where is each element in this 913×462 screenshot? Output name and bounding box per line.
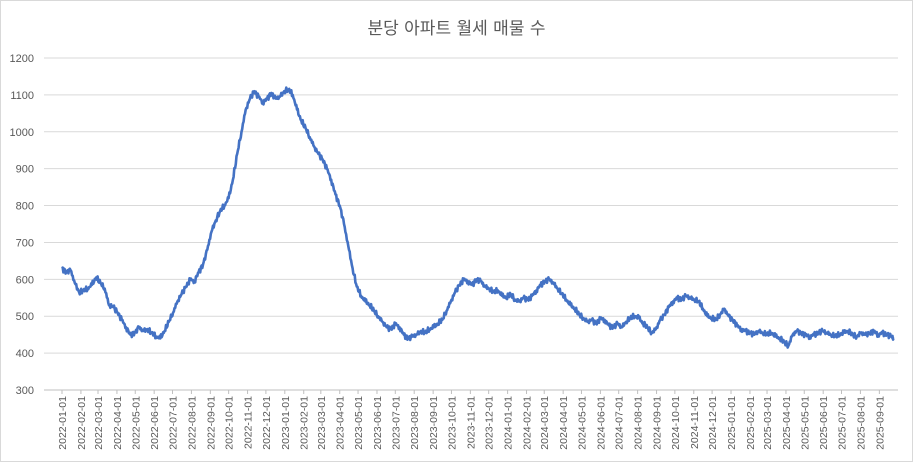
x-tick-label: 2024-06-01 <box>595 396 607 450</box>
x-tick-label: 2022-04-01 <box>112 396 124 450</box>
x-tick-label: 2024-03-01 <box>539 396 551 450</box>
x-tick-label: 2022-02-01 <box>76 396 88 450</box>
x-tick-label: 2022-08-01 <box>186 396 198 450</box>
x-tick-label: 2024-10-01 <box>670 396 682 450</box>
x-tick-label: 2022-07-01 <box>167 396 179 450</box>
y-tick-label: 1100 <box>10 90 34 102</box>
x-tick-label: 2025-02-01 <box>745 396 757 450</box>
y-tick-label: 700 <box>16 237 34 249</box>
x-tick-label: 2025-06-01 <box>818 396 830 450</box>
x-tick-label: 2025-04-01 <box>781 396 793 450</box>
x-tick-label: 2022-10-01 <box>224 396 236 450</box>
x-tick-label: 2025-03-01 <box>762 396 774 450</box>
x-tick-label: 2022-05-01 <box>130 396 142 450</box>
x-tick-label: 2025-07-01 <box>837 396 849 450</box>
x-tick-label: 2023-04-01 <box>335 396 347 450</box>
x-tick-label: 2022-12-01 <box>261 396 273 450</box>
x-tick-label: 2022-06-01 <box>149 396 161 450</box>
x-tick-label: 2024-02-01 <box>522 396 534 450</box>
x-tick-label: 2024-04-01 <box>558 396 570 450</box>
gridlines <box>44 57 898 391</box>
x-tick-label: 2023-03-01 <box>316 396 328 450</box>
x-tick-label: 2023-01-01 <box>280 396 292 450</box>
x-tick-label: 2022-09-01 <box>205 396 217 450</box>
x-tick-label: 2025-05-01 <box>799 396 811 450</box>
x-tick-label: 2025-01-01 <box>726 396 738 450</box>
series-layer <box>61 86 895 349</box>
x-tick-label: 2023-02-01 <box>299 396 311 450</box>
x-tick-label: 2025-08-01 <box>855 396 867 450</box>
y-tick-label: 400 <box>16 348 34 360</box>
y-tick-label: 600 <box>16 274 34 286</box>
y-tick-label: 1200 <box>10 53 34 65</box>
x-tick-label: 2023-08-01 <box>409 396 421 450</box>
x-tick-label: 2024-08-01 <box>633 396 645 450</box>
x-tick-label: 2023-07-01 <box>390 396 402 450</box>
x-tick-label: 2022-11-01 <box>243 396 255 449</box>
chart-title: 분당 아파트 월세 매물 수 <box>367 19 546 39</box>
x-tick-label: 2024-09-01 <box>652 396 664 450</box>
y-tick-label: 300 <box>16 385 34 397</box>
x-tick-label: 2024-05-01 <box>576 396 588 450</box>
y-tick-label: 800 <box>16 201 34 213</box>
y-tick-label: 1000 <box>10 127 34 139</box>
x-tick-label: 2024-11-01 <box>689 396 701 449</box>
y-tick-label: 900 <box>16 164 34 176</box>
x-tick-label: 2023-11-01 <box>465 396 477 449</box>
x-tick-label: 2022-01-01 <box>57 396 69 450</box>
series-line-0 <box>61 86 895 349</box>
x-tick-label: 2023-06-01 <box>372 396 384 450</box>
x-tick-label: 2025-09-01 <box>874 396 886 450</box>
y-axis-tick-labels: 300 400 500 600 700 800 900 1000 1100 1200 <box>10 53 34 397</box>
x-tick-label: 2024-12-01 <box>707 396 719 450</box>
y-tick-label: 500 <box>16 311 34 323</box>
x-tick-label: 2024-07-01 <box>614 396 626 450</box>
x-tick-label: 2023-05-01 <box>353 396 365 450</box>
x-tick-label: 2022-03-01 <box>93 396 105 450</box>
x-tick-label: 2023-10-01 <box>446 396 458 450</box>
x-tick-label: 2023-12-01 <box>484 396 496 450</box>
x-tick-label: 2024-01-01 <box>503 396 515 450</box>
x-tick-label: 2023-09-01 <box>428 396 440 450</box>
x-axis-tick-labels: 2022-01-01 2022-02-01 2022-03-01 2022-04-01… <box>57 390 886 450</box>
